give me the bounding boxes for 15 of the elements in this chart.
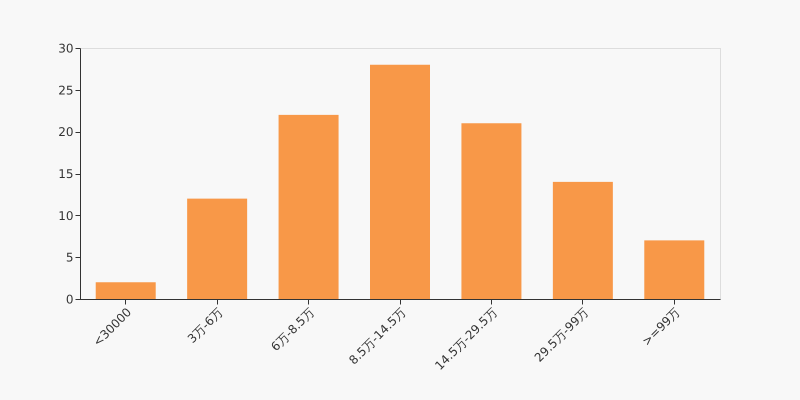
- bar: [96, 282, 156, 299]
- bar: [461, 123, 522, 299]
- y-tick-label: 20: [58, 125, 74, 140]
- y-tick-label: 30: [58, 42, 74, 56]
- y-tick-label: 10: [58, 208, 74, 223]
- y-tick-label: 25: [58, 83, 74, 98]
- y-tick-label: 0: [66, 292, 74, 306]
- bar: [187, 198, 248, 299]
- y-tick-label: 5: [66, 250, 74, 265]
- bar: [644, 240, 704, 299]
- y-tick-label: 15: [58, 167, 74, 181]
- bar: [370, 64, 430, 299]
- bar: [552, 182, 613, 299]
- x-tick-label: 3万-6万: [184, 305, 226, 346]
- bar: [278, 114, 339, 299]
